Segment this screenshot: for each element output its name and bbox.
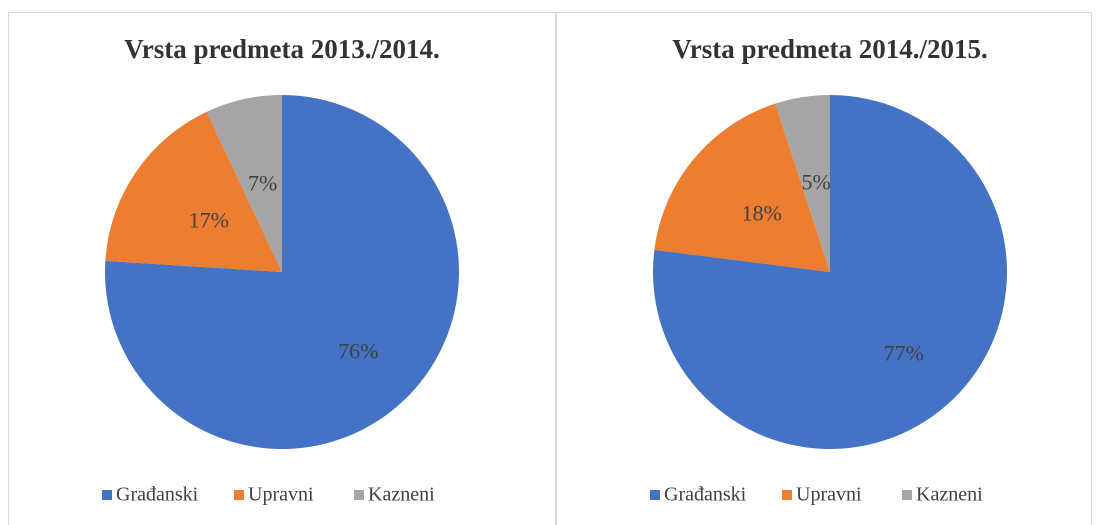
panel-border — [556, 12, 1092, 525]
data-label: 76% — [338, 338, 378, 363]
chart-title: Vrsta predmeta 2013./2014. — [124, 34, 439, 64]
legend-label: Kazneni — [916, 484, 983, 506]
legend-label: Upravni — [796, 484, 862, 506]
data-label: 18% — [742, 201, 782, 226]
legend-label: Kazneni — [368, 484, 435, 506]
legend-swatch — [902, 490, 912, 500]
pie-slice — [206, 95, 282, 272]
legend-label: Građanski — [116, 484, 199, 506]
chart-title: Vrsta predmeta 2014./2015. — [672, 34, 987, 64]
data-label: 7% — [248, 171, 277, 196]
legend-swatch — [782, 490, 792, 500]
legend-label: Građanski — [664, 484, 747, 506]
pie-slice — [105, 111, 282, 272]
pie-slice — [654, 103, 830, 272]
panel-border — [8, 12, 556, 525]
pie-slice — [775, 95, 830, 272]
data-label: 77% — [884, 341, 924, 366]
legend-swatch — [650, 490, 660, 500]
legend-label: Upravni — [248, 484, 314, 506]
data-label: 5% — [801, 170, 830, 195]
legend-swatch — [102, 490, 112, 500]
legend-swatch — [354, 490, 364, 500]
legend-swatch — [234, 490, 244, 500]
data-label: 17% — [189, 207, 229, 232]
